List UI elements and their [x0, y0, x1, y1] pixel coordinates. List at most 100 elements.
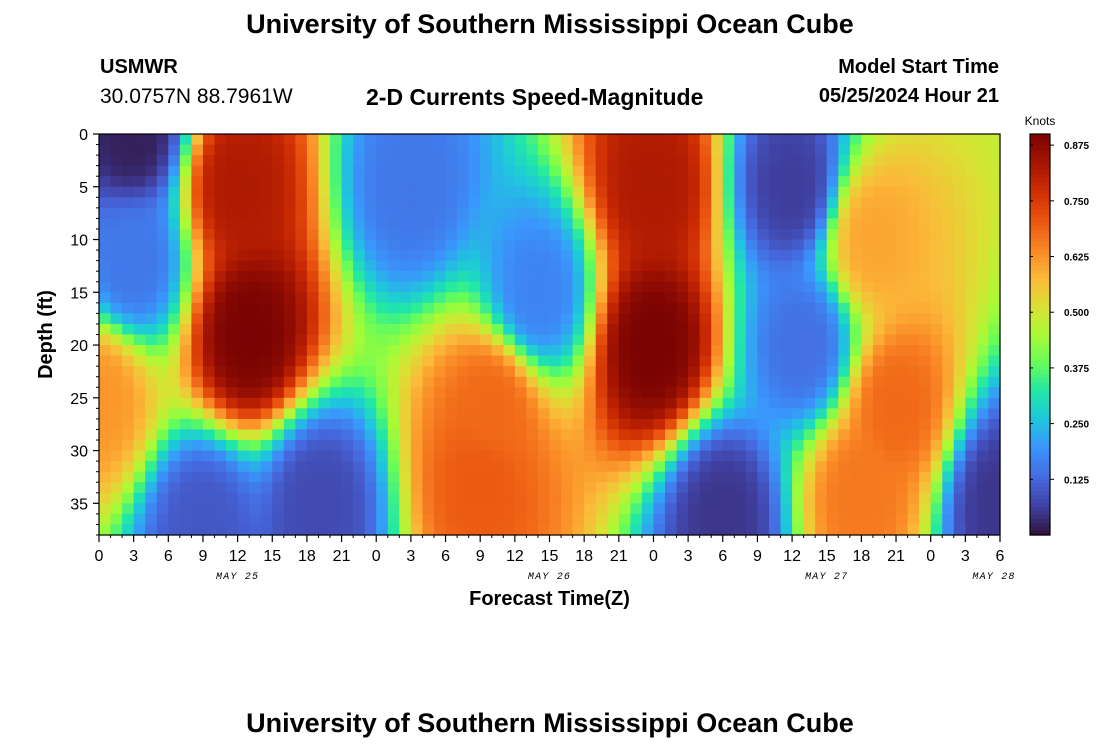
heatmap-cell — [468, 302, 481, 314]
heatmap-cell — [191, 186, 204, 198]
heatmap-cell — [422, 228, 435, 241]
heatmap-cell — [457, 323, 470, 336]
heatmap-cell — [122, 144, 135, 156]
colorbar-swatch — [1030, 478, 1050, 484]
heatmap-cell — [306, 482, 320, 494]
heatmap-cell — [872, 228, 886, 241]
heatmap-cell — [942, 186, 955, 198]
heatmap-cell — [572, 239, 585, 251]
heatmap-cell — [295, 302, 308, 314]
heatmap-cell — [283, 418, 296, 431]
heatmap-cell — [272, 387, 285, 399]
heatmap-cell — [618, 313, 631, 325]
heatmap-cell — [457, 165, 470, 177]
heatmap-cell — [861, 186, 874, 198]
heatmap-cell — [688, 461, 701, 473]
heatmap-cell — [584, 366, 597, 378]
heatmap-cell — [168, 387, 181, 399]
heatmap-cell — [214, 228, 227, 241]
heatmap-cell — [572, 134, 585, 146]
heatmap-cell — [757, 440, 770, 452]
heatmap-cell — [630, 281, 643, 293]
heatmap-cell — [445, 292, 458, 304]
heatmap-cell — [457, 471, 470, 483]
heatmap-cell — [410, 260, 424, 272]
heatmap-cell — [607, 186, 620, 198]
heatmap-cell — [283, 134, 296, 146]
heatmap-cell — [561, 366, 574, 378]
heatmap-cell — [133, 366, 146, 378]
heatmap-cell — [676, 366, 689, 378]
heatmap-cell — [988, 345, 1001, 357]
heatmap-cell — [156, 482, 169, 494]
heatmap-cell — [641, 408, 655, 420]
heatmap-cell — [330, 461, 343, 473]
heatmap-cell — [503, 292, 516, 304]
heatmap-cell — [202, 355, 216, 367]
heatmap-cell — [457, 260, 470, 272]
heatmap-cell — [907, 155, 920, 167]
heatmap-cell — [364, 482, 377, 494]
heatmap-cell — [399, 429, 412, 441]
heatmap-cell — [491, 345, 504, 357]
heatmap-cell — [260, 482, 273, 494]
heatmap-cell — [595, 186, 608, 198]
heatmap-cell — [330, 176, 343, 188]
heatmap-cell — [156, 281, 169, 293]
heatmap-cell — [341, 197, 354, 209]
heatmap-cell — [202, 440, 216, 452]
heatmap-cell — [757, 313, 770, 325]
heatmap-cell — [792, 471, 805, 483]
heatmap-cell — [826, 176, 839, 188]
heatmap-cell — [387, 492, 400, 504]
heatmap-cell — [826, 134, 839, 146]
heatmap-cell — [364, 513, 377, 526]
heatmap-cell — [99, 376, 112, 388]
heatmap-cell — [561, 197, 574, 209]
heatmap-cell — [953, 218, 966, 230]
heatmap-cell — [896, 271, 909, 283]
heatmap-cell — [249, 418, 262, 431]
heatmap-cell — [572, 292, 585, 304]
x-tick-label: 3 — [406, 548, 415, 565]
heatmap-cell — [433, 513, 447, 526]
heatmap-cell — [399, 376, 412, 388]
heatmap-cell — [861, 271, 874, 283]
heatmap-cell — [572, 418, 585, 431]
heatmap-cell — [353, 239, 366, 251]
heatmap-cell — [110, 461, 123, 473]
heatmap-cell — [734, 165, 747, 177]
heatmap-cell — [734, 302, 747, 314]
heatmap-cell — [318, 302, 331, 314]
heatmap-cell — [537, 271, 551, 283]
heatmap-cell — [780, 408, 793, 420]
heatmap-cell — [387, 302, 400, 314]
heatmap-cell — [988, 207, 1001, 220]
heatmap-cell — [156, 228, 169, 241]
heatmap-cell — [179, 228, 193, 241]
heatmap-cell — [480, 440, 493, 452]
heatmap-cell — [214, 366, 227, 378]
heatmap-cell — [872, 334, 886, 346]
heatmap-cell — [688, 165, 701, 177]
heatmap-cell — [514, 429, 527, 441]
heatmap-cell — [942, 513, 955, 526]
heatmap-cell — [537, 387, 551, 399]
heatmap-cell — [711, 228, 724, 241]
heatmap-cell — [179, 471, 193, 483]
heatmap-cell — [399, 355, 412, 367]
heatmap-cell — [341, 250, 354, 262]
heatmap-cell — [930, 450, 943, 462]
heatmap-cell — [803, 313, 816, 325]
heatmap-cell — [445, 228, 458, 241]
heatmap-cell — [537, 239, 551, 251]
heatmap-cell — [653, 482, 666, 494]
heatmap-cell — [607, 176, 620, 188]
heatmap-cell — [688, 155, 701, 167]
heatmap-cell — [780, 165, 793, 177]
heatmap-cell — [988, 323, 1001, 336]
x-tick-label: 6 — [718, 548, 727, 565]
heatmap-cell — [318, 165, 331, 177]
colorbar-swatch — [1030, 194, 1050, 199]
heatmap-cell — [503, 524, 516, 536]
